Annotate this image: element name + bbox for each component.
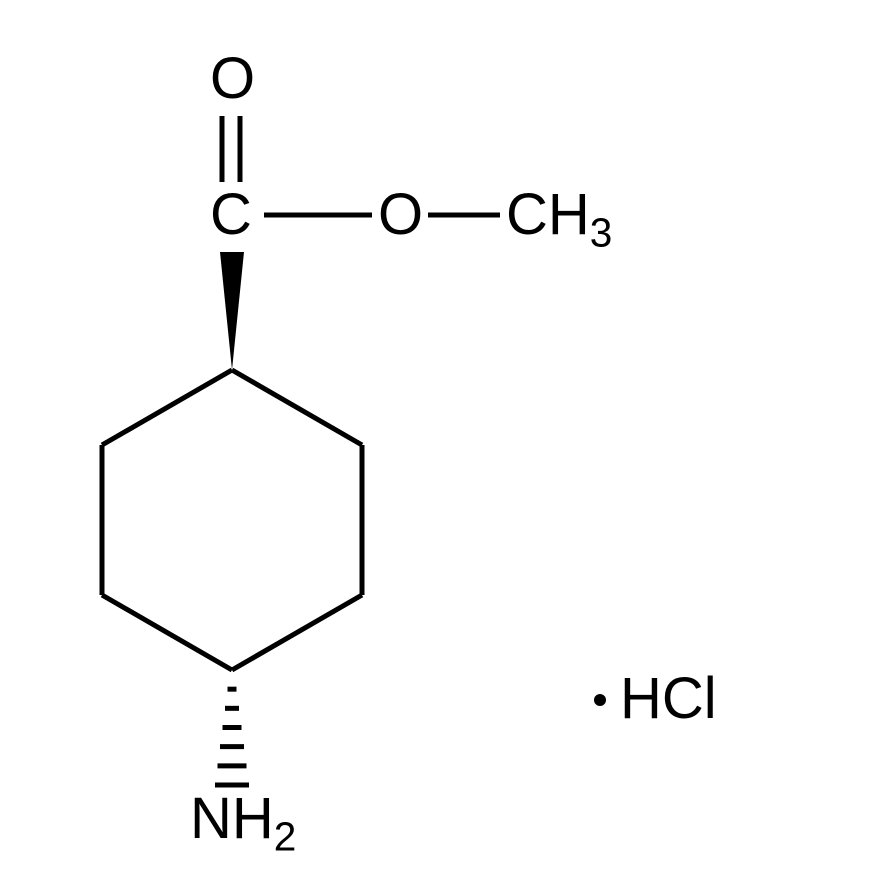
chemical-structure-canvas: O C O CH3 NH2 HCl xyxy=(0,0,890,890)
atom-CH3: CH3 xyxy=(506,186,612,244)
atom-NH2: NH2 xyxy=(190,790,296,848)
structure-svg xyxy=(0,0,890,890)
atom-O-single: O xyxy=(378,186,423,244)
atom-C-ester: C xyxy=(210,186,252,244)
atom-O-double: O xyxy=(210,50,255,108)
salt-HCl: HCl xyxy=(620,670,717,728)
